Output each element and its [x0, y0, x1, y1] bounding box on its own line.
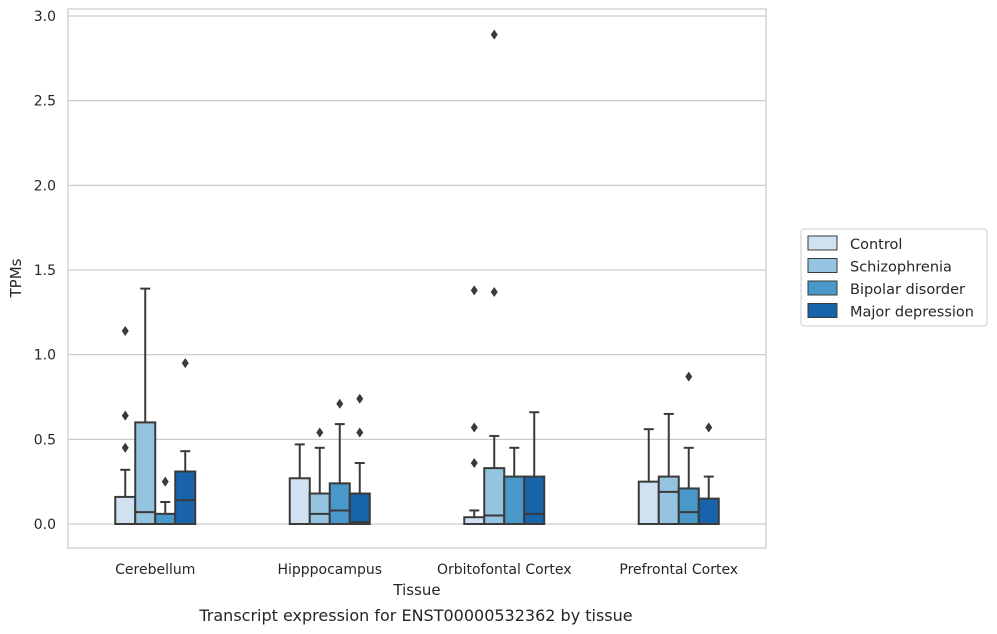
- box-rect: [523, 475, 546, 526]
- legend-swatch: [807, 303, 838, 318]
- y-tick-labels: 0.0 0.5 1.0 1.5 2.0 2.5 3.0: [34, 9, 56, 533]
- boxes-layer: [114, 29, 720, 526]
- box-rect: [288, 477, 311, 525]
- box-2-2: [503, 446, 526, 526]
- plot-frame: [67, 8, 767, 549]
- outlier-point: [181, 358, 189, 369]
- outlier-point: [121, 442, 129, 453]
- box-0-1: [288, 443, 311, 525]
- legend-swatch: [807, 235, 838, 251]
- y-tick-label: 2.0: [34, 178, 56, 194]
- legend-label: Control: [850, 237, 902, 253]
- box-rect: [114, 495, 137, 526]
- outlier-point: [121, 325, 129, 336]
- box-2-3: [677, 371, 700, 526]
- outlier-point: [161, 476, 169, 487]
- box-0-0: [114, 325, 137, 526]
- box-1-0: [134, 287, 157, 525]
- y-tick-label: 1.0: [34, 348, 56, 364]
- box-0-3: [637, 428, 660, 525]
- legend-label: Schizophrenia: [850, 260, 952, 276]
- x-axis-label: Tissue: [392, 581, 440, 599]
- box-rect: [328, 482, 351, 525]
- outlier-point: [121, 410, 129, 421]
- box-rect: [677, 487, 700, 526]
- outlier-point: [470, 458, 478, 469]
- y-tick-label: 3.0: [34, 9, 56, 25]
- legend-swatch: [807, 280, 838, 296]
- box-rect: [154, 512, 177, 526]
- outlier-point: [470, 285, 478, 296]
- box-rect: [174, 470, 197, 525]
- box-1-2: [483, 29, 506, 525]
- x-tick-label: Prefrontal Cortex: [619, 562, 738, 578]
- legend-label: Bipolar disorder: [850, 282, 965, 298]
- box-2-0: [154, 476, 177, 526]
- outlier-point: [316, 427, 324, 438]
- grid-lines: [68, 15, 766, 525]
- box-rect: [348, 492, 371, 525]
- outlier-point: [490, 29, 498, 40]
- y-tick-label: 0.5: [34, 432, 56, 448]
- y-axis-label: TPMs: [7, 258, 25, 298]
- box-rect: [697, 497, 720, 526]
- y-tick-label: 0.0: [34, 517, 56, 533]
- legend-swatch: [807, 258, 838, 273]
- outlier-point: [705, 422, 713, 433]
- box-0-2: [463, 285, 486, 526]
- outlier-point: [470, 422, 478, 433]
- box-1-3: [657, 412, 680, 526]
- box-rect: [134, 421, 157, 525]
- outlier-point: [356, 393, 364, 404]
- box-3-0: [174, 358, 197, 525]
- x-tick-label: Orbitofontal Cortex: [437, 562, 572, 578]
- box-3-2: [523, 411, 546, 526]
- legend-frame: [800, 228, 988, 327]
- legend: Control Schizophrenia Bipolar disorder Majo…: [800, 228, 988, 327]
- outlier-point: [685, 371, 693, 382]
- chart-caption: Transcript expression for ENST0000053236…: [199, 606, 633, 625]
- outlier-point: [356, 427, 364, 438]
- x-tick-labels: Cerebellum Hipppocampus Orbitofontal Corte…: [115, 562, 738, 578]
- y-tick-label: 1.5: [34, 263, 56, 279]
- outlier-point: [490, 287, 498, 298]
- box-rect: [657, 475, 680, 526]
- x-tick-label: Cerebellum: [115, 562, 195, 578]
- box-rect: [308, 492, 331, 525]
- box-3-1: [348, 393, 371, 525]
- box-rect: [463, 516, 486, 526]
- outlier-point: [336, 398, 344, 409]
- box-2-1: [328, 398, 351, 525]
- box-rect: [637, 480, 660, 525]
- y-tick-label: 2.5: [34, 94, 56, 110]
- box-rect: [503, 475, 526, 526]
- box-1-1: [308, 427, 331, 525]
- legend-label: Major depression: [850, 305, 974, 321]
- x-tick-label: Hipppocampus: [277, 562, 382, 578]
- box-3-3: [697, 422, 720, 526]
